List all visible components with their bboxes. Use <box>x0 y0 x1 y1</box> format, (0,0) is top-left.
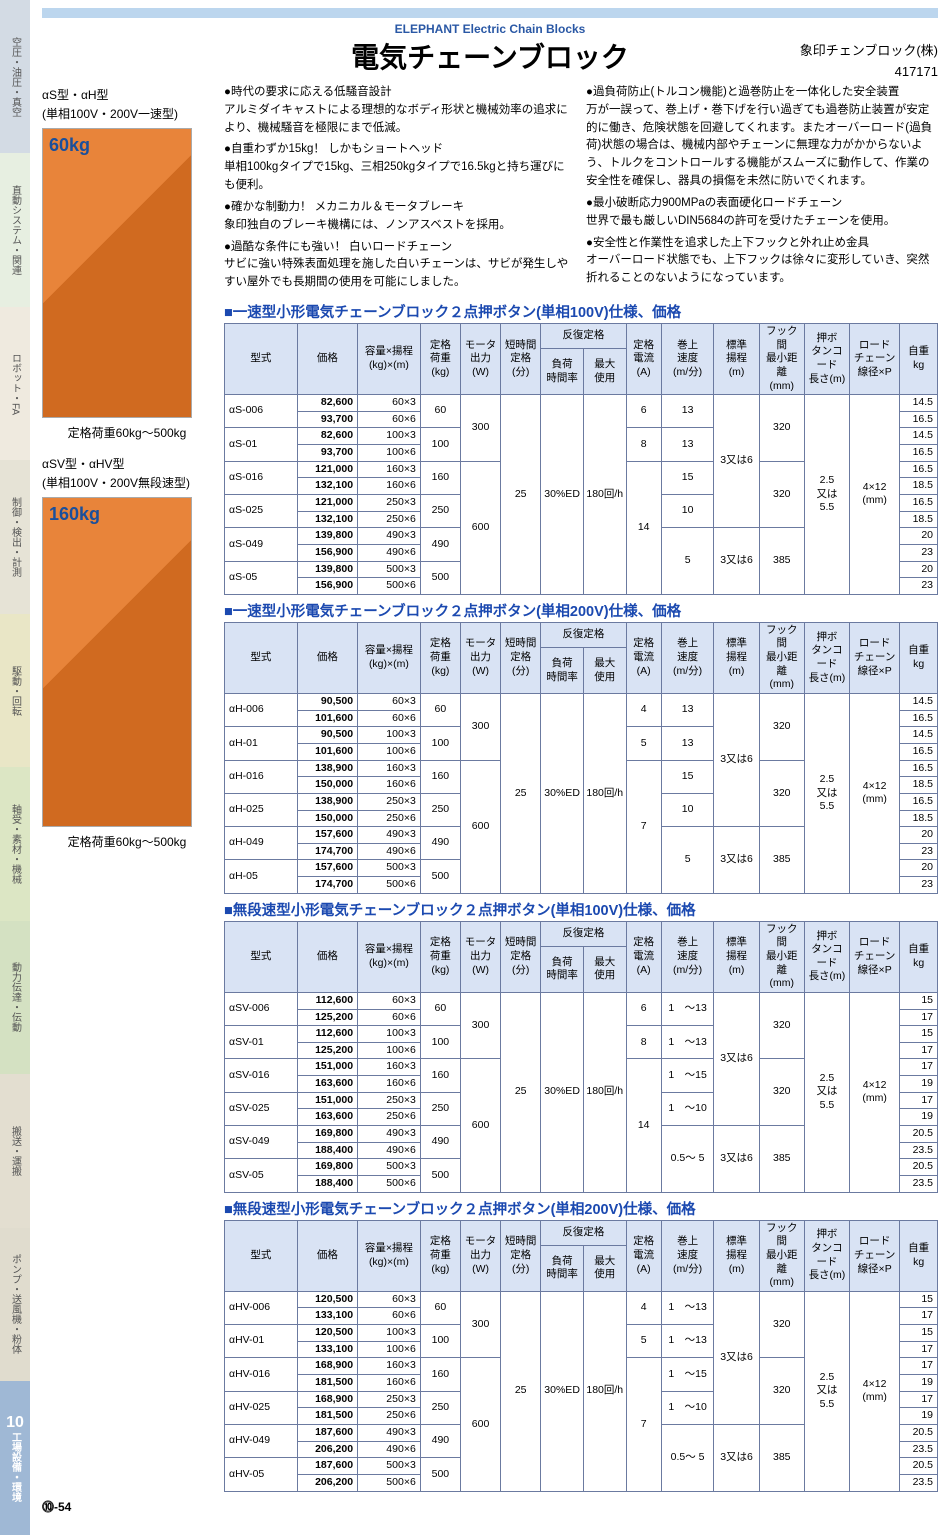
page-number: ⓾-54 <box>42 1498 938 1515</box>
spec-table: 型式価格容量×揚程(kg)×(m)定格荷重(kg)モータ出力(W)短時間定格(分… <box>224 323 938 595</box>
right-column: 時代の要求に応える低騒音設計アルミダイキャストによる理想的なボディ形状と機械効率… <box>224 84 938 1492</box>
model1-title: αS型・αH型 <box>42 86 212 103</box>
section-title: 一速型小形電気チェーンブロック２点押ボタン(単相100V)仕様、価格 <box>224 301 938 322</box>
section-title: 無段速型小形電気チェーンブロック２点押ボタン(単相200V)仕様、価格 <box>224 1198 938 1219</box>
side-tab: 駆動・回転 <box>0 614 30 767</box>
page-header: ELEPHANT Electric Chain Blocks 電気チェーンブロッ… <box>42 22 938 76</box>
category-side-strip: 空圧・油圧・真空直動システム・関連ロボット・FA制御・検出・計測駆動・回転軸受・… <box>0 0 30 1535</box>
model2-title: αSV型・αHV型 <box>42 455 212 472</box>
feature-bullet: 過酷な条件にも強い！ 白いロードチェーンサビに強い特殊表面処理を施した白いチェー… <box>224 239 576 292</box>
table-row: αS-00682,60060×3603002530%ED180回/h6133又は… <box>225 395 938 412</box>
side-tab: 空圧・油圧・真空 <box>0 0 30 153</box>
spec-table: 型式価格容量×揚程(kg)×(m)定格荷重(kg)モータ出力(W)短時間定格(分… <box>224 622 938 894</box>
side-tab: 10工場設備・環境 <box>0 1381 30 1534</box>
model1-caption: 定格荷重60kg～500kg <box>42 424 212 441</box>
model2-sub: (単相100V・200V無段速型) <box>42 474 212 491</box>
side-tab: ポンプ・送風機・粉体 <box>0 1228 30 1381</box>
top-color-bar <box>42 8 938 18</box>
side-tab: 直動システム・関連 <box>0 153 30 306</box>
section-title: 一速型小形電気チェーンブロック２点押ボタン(単相200V)仕様、価格 <box>224 600 938 621</box>
header-subtitle: ELEPHANT Electric Chain Blocks <box>42 22 938 36</box>
image2-badge: 160kg <box>49 504 100 525</box>
section-title: 無段速型小形電気チェーンブロック２点押ボタン(単相100V)仕様、価格 <box>224 899 938 920</box>
left-column: αS型・αH型 (単相100V・200V一速型) 60kg 定格荷重60kg～5… <box>42 84 212 1492</box>
table-row: αHV-006120,50060×3603002530%ED180回/h41 ～… <box>225 1291 938 1308</box>
side-tab: 動力伝達・伝動 <box>0 921 30 1074</box>
spec-table: 型式価格容量×揚程(kg)×(m)定格荷重(kg)モータ出力(W)短時間定格(分… <box>224 1220 938 1492</box>
side-tab: ロボット・FA <box>0 307 30 460</box>
catalog-code: 417171 <box>895 64 938 79</box>
feature-bullets: 時代の要求に応える低騒音設計アルミダイキャストによる理想的なボディ形状と機械効率… <box>224 84 938 296</box>
feature-bullet: 自重わずか15kg！ しかもショートヘッド単相100kgタイプで15kg、三相2… <box>224 141 576 194</box>
side-tab: 搬送・運搬 <box>0 1074 30 1227</box>
table-row: αSV-006112,60060×3603002530%ED180回/h61 ～… <box>225 992 938 1009</box>
model1-sub: (単相100V・200V一速型) <box>42 105 212 122</box>
side-tab: 軸受・素材・機械 <box>0 767 30 920</box>
feature-bullet: 確かな制動力！ メカニカル＆モータブレーキ象印独自のブレーキ機構には、ノンアスベ… <box>224 199 576 235</box>
feature-bullet: 安全性と作業性を追求した上下フックと外れ止め金具オーバーロード状態でも、上下フッ… <box>586 235 938 288</box>
spec-table: 型式価格容量×揚程(kg)×(m)定格荷重(kg)モータ出力(W)短時間定格(分… <box>224 921 938 1193</box>
image1-badge: 60kg <box>49 135 90 156</box>
maker-name: 象印チェンブロック(株) <box>800 40 938 59</box>
side-tab: 制御・検出・計測 <box>0 460 30 613</box>
model2-caption: 定格荷重60kg～500kg <box>42 833 212 850</box>
feature-bullet: 時代の要求に応える低騒音設計アルミダイキャストによる理想的なボディ形状と機械効率… <box>224 84 576 137</box>
feature-bullet: 最小破断応力900MPaの表面硬化ロードチェーン世界で最も厳しいDIN5684の… <box>586 195 938 231</box>
product-image-1: 60kg <box>42 128 192 418</box>
spec-tables-container: 一速型小形電気チェーンブロック２点押ボタン(単相100V)仕様、価格型式価格容量… <box>224 301 938 1492</box>
product-image-2: 160kg <box>42 497 192 827</box>
feature-bullet: 過負荷防止(トルコン機能)と過巻防止を一体化した安全装置万が一誤って、巻上げ・巻… <box>586 84 938 191</box>
table-row: αH-00690,50060×3603002530%ED180回/h4133又は… <box>225 694 938 711</box>
